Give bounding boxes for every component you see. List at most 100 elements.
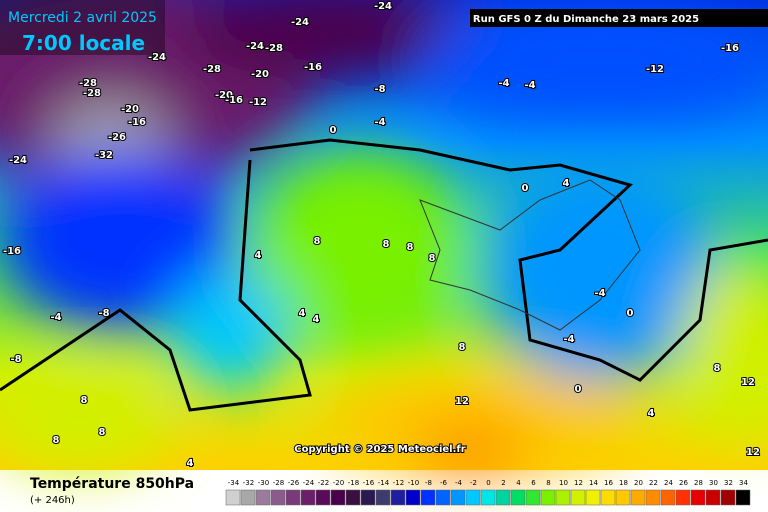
temperature-label: 4 — [187, 458, 194, 469]
temperature-label: -16 — [3, 246, 21, 257]
temperature-label: 4 — [648, 408, 655, 419]
temperature-label: -28 — [83, 88, 101, 99]
legend-swatch — [720, 489, 736, 506]
temperature-label: -28 — [265, 43, 283, 54]
temperature-label: -24 — [291, 17, 309, 28]
temperature-label: -4 — [50, 312, 61, 323]
legend-swatch — [690, 489, 706, 506]
temperature-label: -4 — [594, 288, 605, 299]
temperature-label: 4 — [313, 314, 320, 325]
legend-swatch — [225, 489, 241, 506]
legend-tick-label: -4 — [455, 479, 463, 487]
temperature-label: 8 — [714, 363, 721, 374]
legend-tick-label: -12 — [393, 479, 404, 487]
legend-swatch — [465, 489, 481, 506]
legend-swatch — [525, 489, 541, 506]
temperature-label: -8 — [10, 354, 21, 365]
temperature-label: -8 — [374, 84, 385, 95]
color-legend: -34 -32 -30 -28 -26 -24 -22 -20 -18 -16 -14 -12 -10-… — [225, 479, 751, 506]
legend-tick-label: -32 — [243, 479, 254, 487]
run-info: Run GFS 0 Z du Dimanche 23 mars 2025 — [473, 14, 699, 25]
legend-swatch — [480, 489, 496, 506]
temperature-label: -28 — [79, 78, 97, 89]
legend-tick-label: 0 — [486, 479, 490, 487]
legend-tick-label: 4 — [516, 479, 521, 487]
temperature-label: -4 — [524, 80, 535, 91]
temperature-label: -4 — [563, 334, 574, 345]
temperature-label: -24 — [374, 1, 392, 12]
temperature-label: 8 — [53, 435, 60, 446]
legend-swatch — [315, 489, 331, 506]
legend-swatch — [645, 489, 661, 506]
legend-swatch — [390, 489, 406, 506]
legend-swatch — [240, 489, 256, 506]
temperature-label: 12 — [455, 396, 469, 407]
temperature-label: -20 — [121, 104, 139, 115]
legend-swatch — [510, 489, 526, 506]
temperature-label: -24 — [246, 41, 264, 52]
temperature-label: 0 — [330, 125, 337, 136]
legend-swatch — [345, 489, 361, 506]
temperature-label: 8 — [429, 253, 436, 264]
footer-title: Température 850hPa — [30, 476, 194, 492]
legend-swatch — [540, 489, 556, 506]
temperature-label: 8 — [314, 236, 321, 247]
temperature-label: 4 — [563, 178, 570, 189]
temperature-label: -12 — [646, 64, 664, 75]
legend-tick-label: -20 — [333, 479, 344, 487]
footer-lead: (+ 246h) — [30, 495, 75, 506]
temperature-label: 8 — [459, 342, 466, 353]
temperature-label: 4 — [255, 250, 262, 261]
legend-tick-label: 26 — [679, 479, 688, 487]
legend-tick-label: 28 — [694, 479, 703, 487]
legend-tick-label: 14 — [589, 479, 598, 487]
temperature-label: 0 — [575, 384, 582, 395]
legend-swatch — [705, 489, 721, 506]
legend-tick-label: -24 — [303, 479, 315, 487]
temperature-label: -8 — [98, 308, 109, 319]
legend-swatch — [495, 489, 511, 506]
legend-tick-label: 8 — [546, 479, 550, 487]
legend-swatch — [330, 489, 346, 506]
legend-tick-label: 16 — [604, 479, 613, 487]
temperature-label: 12 — [741, 377, 755, 388]
legend-tick-label: 30 — [709, 479, 718, 487]
map-labels: -24-24-24 -28-24-28 -20-16-20-16 -12-28-28-… — [2, 0, 761, 470]
temperature-label: -16 — [225, 95, 243, 106]
legend-tick-label: -16 — [363, 479, 375, 487]
legend-swatch — [675, 489, 691, 506]
temperature-label: 8 — [81, 395, 88, 406]
legend-tick-label: 20 — [634, 479, 643, 487]
legend-tick-label: -26 — [288, 479, 300, 487]
temperature-label: 8 — [407, 242, 414, 253]
temperature-label: -4 — [498, 78, 509, 89]
date: Mercredi 2 avril 2025 — [8, 10, 157, 26]
legend-tick-label: 12 — [574, 479, 583, 487]
legend-tick-label: -34 — [228, 479, 240, 487]
temperature-label: -24 — [148, 52, 166, 63]
temperature-label: -20 — [215, 90, 233, 101]
legend-tick-label: -2 — [470, 479, 477, 487]
temperature-label: 0 — [522, 183, 529, 194]
legend-tick-label: 22 — [649, 479, 658, 487]
temperature-label: -12 — [249, 97, 267, 108]
legend-swatch — [405, 489, 421, 506]
temperature-label: -20 — [251, 69, 269, 80]
temperature-label: -16 — [128, 117, 146, 128]
legend-tick-label: -6 — [440, 479, 448, 487]
legend-swatch — [450, 489, 466, 506]
legend-tick-label: -30 — [258, 479, 269, 487]
legend-tick-label: 32 — [724, 479, 733, 487]
map-background — [0, 0, 768, 475]
legend-swatch — [255, 489, 271, 506]
temperature-label: -16 — [721, 43, 739, 54]
copyright: Copyright © 2025 Meteociel.fr — [294, 444, 465, 455]
legend-tick-label: 18 — [619, 479, 628, 487]
temperature-label: -26 — [108, 132, 126, 143]
legend-swatch — [615, 489, 631, 506]
legend-tick-label: 2 — [501, 479, 505, 487]
legend-swatch — [570, 489, 586, 506]
legend-swatch — [630, 489, 646, 506]
legend-swatch — [420, 489, 436, 506]
